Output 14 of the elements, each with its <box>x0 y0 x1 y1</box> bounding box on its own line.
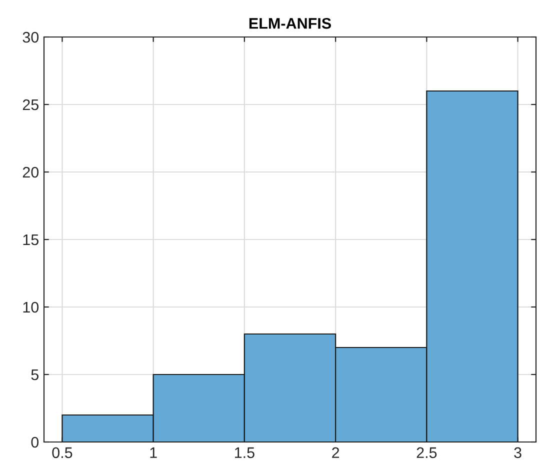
y-tick-label: 20 <box>22 166 39 178</box>
x-tick-label: 1.5 <box>234 447 254 458</box>
x-tick-label: 1 <box>150 447 157 458</box>
y-tick-label: 0 <box>31 436 39 448</box>
x-tick-label: 2 <box>332 447 340 458</box>
x-tick-label: 3 <box>514 447 522 458</box>
x-tick-label: 0.5 <box>52 447 72 458</box>
x-tick-label: 2.5 <box>416 447 437 458</box>
y-tick-label: 25 <box>22 99 38 110</box>
y-tick-label: 10 <box>23 302 39 313</box>
y-tick-label: 5 <box>31 370 38 380</box>
y-tick-label: 15 <box>23 234 38 246</box>
chart-title: ELM-ANFIS <box>249 18 331 29</box>
y-tick-label: 30 <box>22 32 39 43</box>
